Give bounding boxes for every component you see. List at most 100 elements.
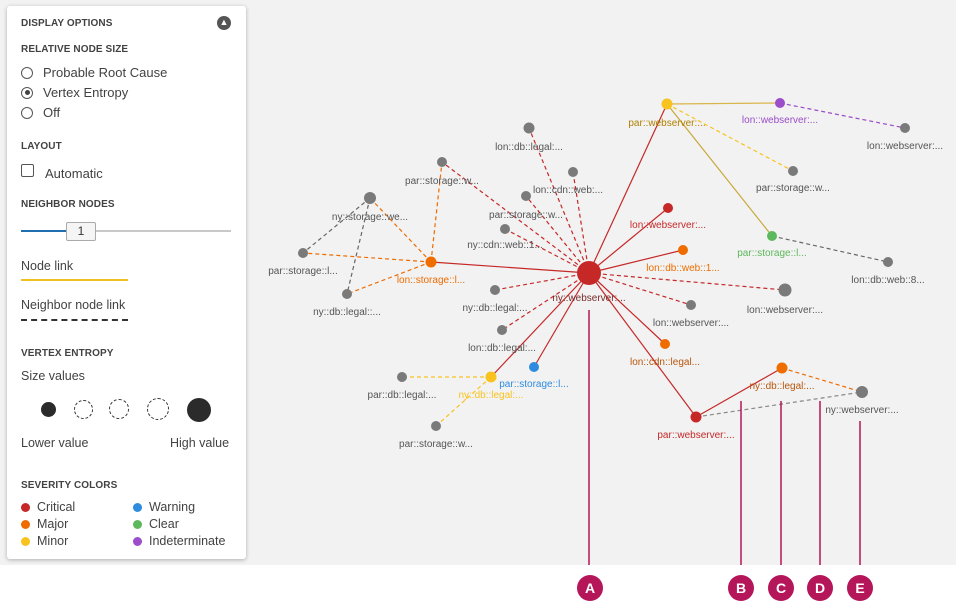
callout-marker-b: B bbox=[728, 575, 754, 601]
graph-edge bbox=[666, 102, 781, 105]
graph-node-label: par::webserver:... bbox=[628, 118, 705, 129]
graph-node-lon-db-web1[interactable] bbox=[678, 245, 688, 255]
graph-node-label: ny::db::legal:... bbox=[462, 303, 527, 314]
graph-edge bbox=[528, 127, 590, 274]
graph-node-label: lon::db::web::1... bbox=[646, 263, 719, 274]
graph-node-par-storage-w-bottom[interactable] bbox=[431, 421, 441, 431]
graph-node-label: par::db::legal:... bbox=[368, 390, 437, 401]
graph-node-par-storage-l[interactable] bbox=[298, 248, 308, 258]
neighbor-node-link-label: Neighbor node link bbox=[21, 298, 126, 312]
node-link-swatch bbox=[21, 279, 128, 281]
neighbor-slider-track[interactable] bbox=[21, 230, 231, 232]
radio-icon[interactable] bbox=[21, 66, 33, 79]
graph-node-label: ny::db::legal:... bbox=[458, 390, 523, 401]
graph-node-ny-db-legal-minor[interactable] bbox=[485, 371, 497, 383]
graph-node-label: par::webserver:... bbox=[657, 430, 734, 441]
graph-edge bbox=[666, 103, 794, 172]
graph-edge bbox=[504, 228, 590, 274]
graph-node-lon-cdn-web[interactable] bbox=[568, 167, 578, 177]
neighbor-slider-handle[interactable]: 1 bbox=[66, 222, 96, 241]
graph-node-lon-db-web8[interactable] bbox=[883, 257, 893, 267]
vertex-entropy-heading: VERTEX ENTROPY bbox=[21, 348, 114, 359]
graph-node-ny-web[interactable] bbox=[577, 261, 601, 285]
graph-edge bbox=[430, 261, 590, 274]
graph-edge bbox=[435, 376, 492, 427]
callout-marker-e: E bbox=[847, 575, 873, 601]
graph-node-label: lon::webserver:... bbox=[747, 305, 823, 316]
graph-node-par-db-legal[interactable] bbox=[397, 372, 407, 382]
severity-label: Warning bbox=[149, 500, 196, 514]
severity-label: Clear bbox=[149, 517, 179, 531]
graph-node-label: ny::storage::we... bbox=[332, 212, 408, 223]
graph-node-par-storage-l-warn[interactable] bbox=[529, 362, 539, 372]
graph-node-ny-db-legal[interactable] bbox=[342, 289, 352, 299]
graph-node-label: ny::webserver:... bbox=[552, 293, 625, 304]
graph-node-label: lon::webserver:... bbox=[653, 318, 729, 329]
graph-node-label: lon::webserver:... bbox=[867, 141, 943, 152]
graph-edge bbox=[588, 272, 786, 291]
graph-node-lon-web-indet[interactable] bbox=[775, 98, 785, 108]
graph-node-ny-storage-we[interactable] bbox=[364, 192, 376, 204]
radio-label: Off bbox=[43, 105, 61, 120]
checkbox-icon[interactable] bbox=[21, 164, 34, 177]
radio-vertex-entropy[interactable]: Vertex Entropy bbox=[21, 85, 128, 100]
graph-edge bbox=[490, 272, 590, 378]
graph-edge bbox=[494, 272, 590, 291]
graph-node-label: ny::db::legal::... bbox=[313, 307, 381, 318]
graph-edge bbox=[302, 252, 432, 263]
radio-probable-root-cause[interactable]: Probable Root Cause bbox=[21, 65, 167, 80]
graph-node-lon-web-crit[interactable] bbox=[663, 203, 673, 213]
radio-icon[interactable] bbox=[21, 106, 33, 119]
graph-node-par-storage-top[interactable] bbox=[437, 157, 447, 167]
graph-node-par-storage-clear[interactable] bbox=[767, 231, 777, 241]
graph-node-label: par::storage::l... bbox=[268, 266, 337, 277]
graph-edge bbox=[666, 103, 773, 237]
radio-label: Probable Root Cause bbox=[43, 65, 168, 80]
graph-node-lon-db-legal-top[interactable] bbox=[523, 122, 535, 134]
graph-node-label: ny::webserver:... bbox=[825, 405, 898, 416]
graph-node-lon-storage-l[interactable] bbox=[425, 256, 437, 268]
graph-edge bbox=[588, 272, 692, 306]
graph-node-ny-db-legal2[interactable] bbox=[490, 285, 500, 295]
clear-dot-icon bbox=[133, 519, 142, 529]
topology-graph[interactable]: ny::webserver:...lon::db::legal:...lon::… bbox=[0, 0, 956, 565]
relative-node-size-heading: RELATIVE NODE SIZE bbox=[21, 44, 129, 55]
neighbor-slider-fill bbox=[21, 230, 67, 232]
graph-node-ny-cdn-web[interactable] bbox=[500, 224, 510, 234]
automatic-checkbox[interactable]: Automatic bbox=[21, 164, 103, 181]
lower-value-label: Lower value bbox=[21, 436, 89, 450]
graph-node-label: lon::webserver:... bbox=[742, 115, 818, 126]
neighbor-node-link-swatch bbox=[21, 319, 128, 321]
radio-label: Vertex Entropy bbox=[43, 85, 129, 100]
severity-label: Major bbox=[37, 517, 69, 531]
size-dot-dashed bbox=[147, 398, 169, 420]
graph-node-label: lon::webserver:... bbox=[630, 220, 706, 231]
graph-edge bbox=[346, 261, 432, 295]
graph-node-par-web-crit[interactable] bbox=[690, 411, 702, 423]
graph-node-par-storage-w-r[interactable] bbox=[788, 166, 798, 176]
node-link-label: Node link bbox=[21, 259, 74, 273]
graph-node-lon-cdn-legal[interactable] bbox=[660, 339, 670, 349]
graph-node-ny-db-legal-major[interactable] bbox=[776, 362, 788, 374]
graph-node-lon-web-gray[interactable] bbox=[686, 300, 696, 310]
graph-node-label: lon::db::legal:... bbox=[468, 343, 536, 354]
graph-edge bbox=[302, 197, 371, 254]
severity-label: Minor bbox=[37, 534, 69, 548]
radio-selected-icon[interactable] bbox=[21, 86, 33, 99]
graph-node-ny-web-right[interactable] bbox=[856, 386, 868, 398]
collapse-chevron-icon[interactable]: ▲ bbox=[217, 16, 231, 30]
graph-node-par-storage-mid[interactable] bbox=[521, 191, 531, 201]
graph-node-lon-db-legal-mid[interactable] bbox=[497, 325, 507, 335]
graph-edge bbox=[588, 207, 669, 274]
automatic-label: Automatic bbox=[45, 166, 103, 181]
graph-edge bbox=[572, 171, 590, 274]
callout-marker-a: A bbox=[577, 575, 603, 601]
graph-node-lon-web-big[interactable] bbox=[778, 283, 792, 297]
size-dot-filled-small bbox=[41, 402, 56, 417]
radio-off[interactable]: Off bbox=[21, 105, 60, 120]
graph-node-par-web-minor[interactable] bbox=[661, 98, 673, 110]
size-values-label: Size values bbox=[21, 369, 85, 383]
severity-warning: Warning bbox=[133, 500, 195, 514]
graph-node-lon-web-right[interactable] bbox=[900, 123, 910, 133]
size-dot-dashed bbox=[74, 400, 93, 419]
